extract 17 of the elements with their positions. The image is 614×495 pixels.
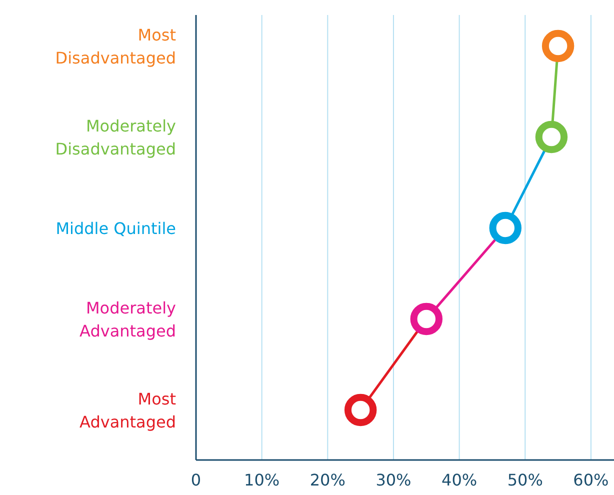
point	[535, 120, 568, 154]
x-tick-label: 0	[190, 470, 202, 490]
x-tick-label: 60%	[573, 470, 609, 490]
y-tick-label: Moderately Disadvantaged	[55, 116, 176, 158]
y-tick-label: Most Disadvantaged	[55, 26, 176, 68]
x-tick-label: 10%	[244, 470, 280, 490]
x-tick-label: 50%	[507, 470, 543, 490]
x-tick-label: 20%	[310, 470, 346, 490]
x-tick-label: 40%	[442, 470, 478, 490]
point	[542, 30, 574, 62]
point	[410, 302, 443, 336]
y-tick-label: Moderately Advantaged	[80, 298, 176, 340]
point	[344, 394, 377, 426]
point	[489, 212, 522, 244]
y-tick-label: Middle Quintile	[56, 219, 176, 238]
y-tick-label: Most Advantaged	[80, 390, 176, 432]
x-tick-label: 30%	[376, 470, 412, 490]
